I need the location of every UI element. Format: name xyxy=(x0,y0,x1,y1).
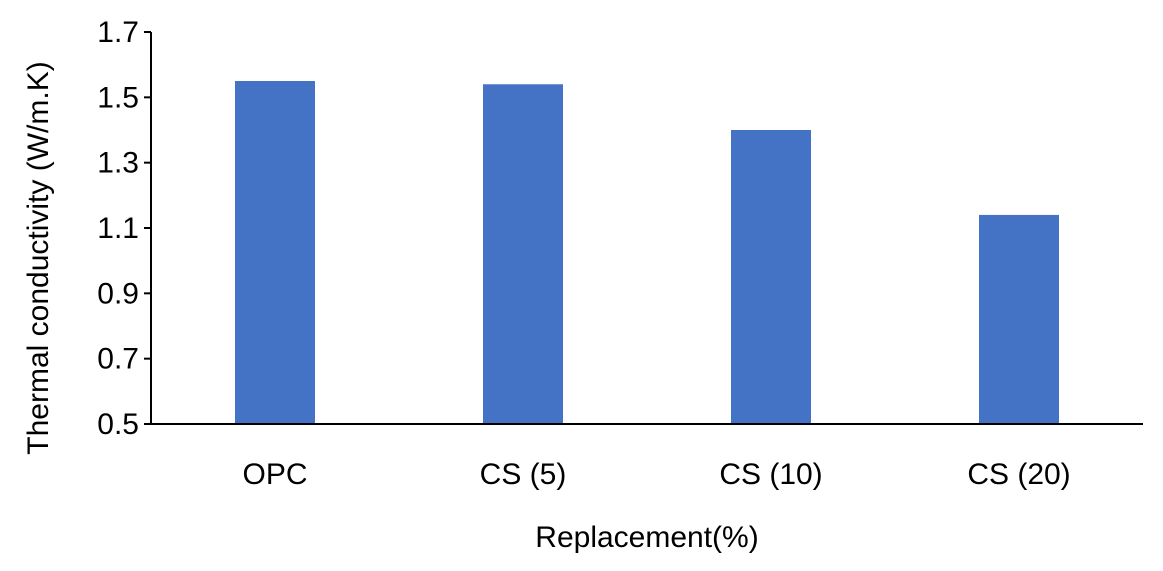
x-category-labels: OPC CS (5) CS (10) CS (20) xyxy=(242,458,1070,491)
x-category-label: CS (20) xyxy=(967,458,1070,491)
y-tick-label: 0.9 xyxy=(97,277,139,310)
x-category-label: OPC xyxy=(242,458,307,491)
y-tick-label: 0.7 xyxy=(97,343,139,376)
y-axis-title: Thermal conductivity (W/m.K) xyxy=(22,61,55,454)
x-category-label: CS (5) xyxy=(480,458,567,491)
bar-opc xyxy=(235,81,315,424)
y-tick-label: 1.1 xyxy=(97,212,139,245)
x-axis-title: Replacement(%) xyxy=(535,521,758,554)
bars-layer xyxy=(235,81,1059,425)
bar-cs-20 xyxy=(979,214,1059,424)
x-category-label: CS (10) xyxy=(719,458,822,491)
y-tick-label: 1.7 xyxy=(97,16,139,49)
bar-cs-10 xyxy=(731,130,811,424)
y-tick-label: 0.5 xyxy=(97,408,139,441)
bar-cs-5 xyxy=(483,84,563,425)
y-tick-labels: 0.5 0.7 0.9 1.1 1.3 1.5 1.7 xyxy=(97,16,151,441)
y-tick-label: 1.5 xyxy=(97,81,139,114)
y-tick-label: 1.3 xyxy=(97,147,139,180)
